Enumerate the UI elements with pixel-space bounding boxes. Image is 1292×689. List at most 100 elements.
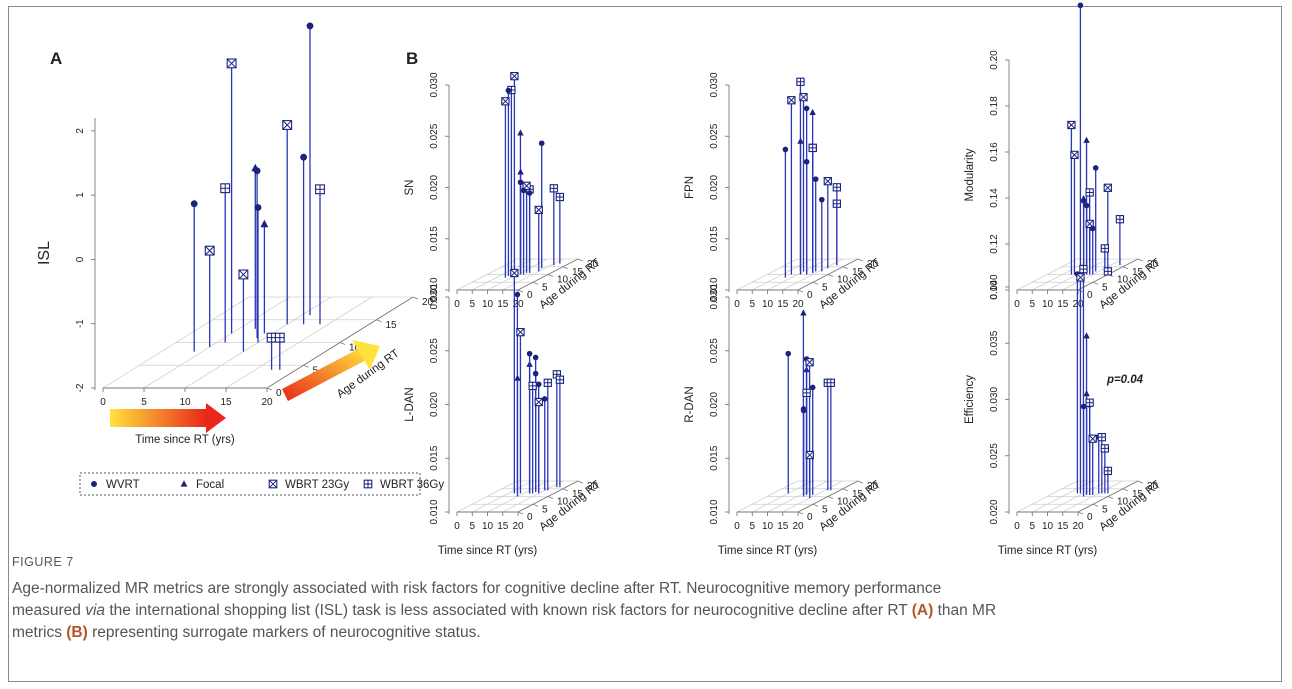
data-marker (1115, 215, 1125, 224)
z-axis-label: ISL (36, 241, 53, 265)
z-tick-label: -2 (75, 383, 86, 392)
data-marker (526, 190, 533, 196)
y-tick-label: 0 (807, 290, 813, 301)
marker-x (534, 398, 543, 406)
y-tick-label: 15 (852, 489, 864, 500)
data-marker (534, 205, 543, 215)
panel-label-a: A (50, 49, 62, 68)
z-tick-label: 0.020 (429, 392, 440, 417)
marker-circle (300, 153, 308, 161)
z-tick-label: 0.020 (989, 499, 1000, 524)
marker-plus (1079, 265, 1088, 273)
data-marker (809, 384, 816, 391)
caption-via: via (85, 602, 106, 619)
y-tick-label: 10 (837, 275, 849, 286)
z-axis-label: Modularity (964, 148, 976, 201)
data-marker (787, 96, 796, 105)
data-marker (782, 146, 789, 153)
data-marker (1097, 432, 1106, 442)
data-marker (501, 97, 510, 106)
marker-plus (796, 78, 805, 86)
z-tick-label: 0.025 (429, 123, 440, 148)
x-tick-label: 15 (1057, 299, 1069, 310)
z-tick-label: 0.12 (989, 234, 1000, 254)
marker-circle (306, 22, 314, 30)
y-tick (562, 266, 569, 270)
data-marker (1088, 434, 1097, 443)
marker-circle (812, 176, 819, 182)
data-marker (520, 187, 527, 194)
y-tick-label: 0 (276, 388, 282, 399)
x-tick-label: 20 (261, 397, 273, 408)
y-tick-label: 10 (349, 343, 361, 354)
x-tick-label: 10 (179, 397, 191, 408)
y-tick-label: 20 (587, 259, 599, 270)
chart-B1: 05101520051015200.0100.0150.0200.0250.03… (404, 72, 603, 312)
data-marker (238, 269, 249, 280)
marker-plus (833, 183, 841, 191)
x-tick-label: 15 (777, 299, 789, 310)
y-tick-label: 5 (313, 365, 319, 376)
data-marker (799, 93, 808, 102)
data-marker (253, 167, 261, 175)
marker-plus (544, 379, 552, 387)
data-marker (1077, 2, 1084, 9)
x-tick-label: 10 (1042, 299, 1054, 310)
y-tick (812, 281, 819, 285)
marker-plus (556, 193, 564, 201)
x-tick-label: 20 (792, 299, 804, 310)
legend-symbol (91, 481, 97, 487)
marker-plus (809, 144, 817, 152)
marker-plus (1101, 244, 1109, 252)
legend-label: WBRT 36Gy (380, 479, 444, 491)
data-marker (505, 87, 512, 94)
figure-caption: Age-normalized MR metrics are strongly a… (12, 578, 1267, 644)
marker-plus (556, 376, 564, 384)
data-marker (516, 327, 525, 337)
panel-label-b: B (406, 49, 418, 68)
x-tick-label: 5 (469, 521, 475, 532)
y-tick (303, 364, 309, 368)
data-marker (1092, 165, 1099, 171)
data-marker (300, 153, 308, 161)
legend-symbol (180, 480, 188, 487)
marker-x (516, 328, 525, 337)
data-marker (543, 378, 552, 387)
z-tick-label: 0.030 (429, 284, 440, 309)
z-tick-label: 0.010 (709, 499, 720, 524)
data-marker (808, 143, 817, 153)
z-tick-label: 0.030 (709, 72, 720, 97)
data-marker (190, 200, 198, 208)
data-marker (800, 407, 807, 414)
x-axis-label: Time since RT (yrs) (438, 545, 538, 557)
data-marker (306, 22, 314, 30)
y-tick (1122, 266, 1129, 270)
x-tick-label: 15 (497, 299, 509, 310)
grid-line (782, 258, 843, 291)
marker-circle (1083, 202, 1090, 209)
data-marker (818, 196, 825, 203)
marker-plus (275, 333, 285, 343)
grid-line (1062, 480, 1123, 513)
z-tick-label: 0.030 (989, 387, 1000, 412)
y-tick-label: 10 (837, 497, 849, 508)
y-tick (517, 289, 524, 293)
data-marker (1083, 136, 1090, 143)
marker-plus (315, 184, 325, 194)
y-tick (1092, 503, 1099, 507)
marker-plus (550, 184, 558, 192)
y-tick-label: 5 (542, 504, 548, 515)
caption-line-1: Age-normalized MR metrics are strongly a… (12, 580, 942, 597)
y-tick (827, 496, 834, 499)
data-marker (535, 381, 542, 388)
data-marker (528, 381, 537, 391)
y-tick-label: 20 (867, 481, 879, 492)
z-tick-label: 0.015 (429, 226, 440, 251)
marker-circle (532, 370, 539, 377)
y-tick-label: 20 (867, 259, 879, 270)
data-marker (826, 378, 835, 387)
data-marker (1085, 398, 1094, 407)
data-marker (1089, 225, 1096, 232)
data-marker (803, 158, 810, 165)
